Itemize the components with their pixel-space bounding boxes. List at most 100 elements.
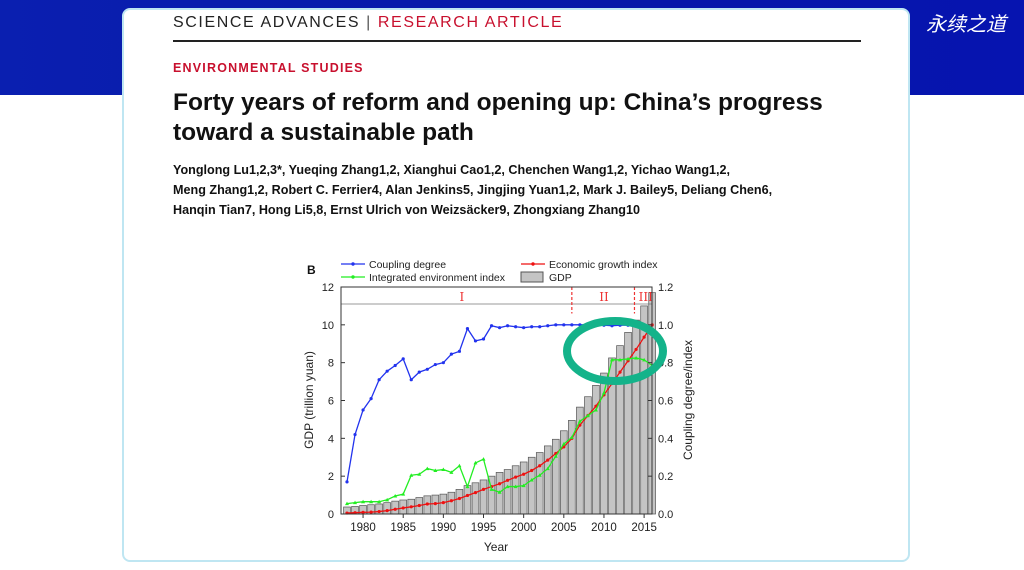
y-axis-title: GDP (trillion yuan) bbox=[302, 351, 316, 449]
data-point bbox=[425, 466, 430, 471]
data-point bbox=[353, 511, 357, 515]
data-point bbox=[345, 480, 349, 484]
gdp-bar bbox=[527, 456, 536, 515]
legend-label: Integrated environment index bbox=[369, 272, 506, 284]
data-point bbox=[377, 499, 382, 504]
data-point bbox=[554, 323, 558, 327]
paper-title: Forty years of reform and opening up: Ch… bbox=[173, 88, 873, 148]
y2-tick-label: 1.2 bbox=[658, 282, 673, 294]
data-point bbox=[369, 397, 373, 401]
data-point bbox=[481, 337, 486, 341]
data-point bbox=[377, 509, 381, 514]
data-point bbox=[441, 467, 446, 472]
data-point bbox=[642, 335, 646, 339]
data-point bbox=[514, 325, 518, 329]
y-tick-label: 10 bbox=[322, 320, 334, 332]
data-point bbox=[417, 370, 421, 374]
phase-label: I bbox=[459, 290, 464, 304]
data-point bbox=[481, 487, 486, 492]
journal-name: SCIENCE ADVANCES bbox=[173, 14, 361, 31]
data-point bbox=[393, 494, 398, 498]
data-point bbox=[361, 499, 366, 504]
legend-label: Economic growth index bbox=[549, 259, 658, 271]
data-point bbox=[569, 435, 574, 439]
journal-header: SCIENCE ADVANCES | RESEARCH ARTICLE bbox=[173, 14, 563, 32]
gdp-bar bbox=[455, 489, 464, 515]
author-list: Yonglong Lu1,2,3*, Yueqing Zhang1,2, Xia… bbox=[173, 160, 873, 220]
gdp-bar bbox=[519, 461, 528, 515]
data-point bbox=[618, 370, 622, 374]
data-point bbox=[538, 325, 542, 329]
data-point bbox=[409, 473, 414, 477]
data-point bbox=[369, 499, 374, 504]
legend-marker bbox=[351, 262, 355, 266]
data-point bbox=[457, 496, 462, 501]
y2-tick-label: 0.2 bbox=[658, 471, 673, 483]
data-point bbox=[521, 483, 526, 488]
data-point bbox=[473, 460, 478, 465]
gdp-bar bbox=[479, 479, 488, 515]
data-point bbox=[369, 510, 373, 514]
y-tick-label: 2 bbox=[328, 471, 334, 483]
data-point bbox=[385, 497, 390, 502]
legend-label: GDP bbox=[549, 272, 572, 284]
data-point bbox=[457, 463, 462, 468]
data-point bbox=[514, 475, 518, 479]
legend-marker bbox=[531, 262, 535, 266]
data-point bbox=[449, 499, 453, 503]
data-point bbox=[545, 466, 550, 471]
y-tick-label: 6 bbox=[328, 396, 334, 408]
gdp-bar bbox=[471, 482, 480, 515]
data-point bbox=[529, 477, 534, 482]
data-point bbox=[385, 369, 389, 373]
data-point bbox=[401, 506, 405, 510]
data-point bbox=[441, 361, 445, 365]
data-point bbox=[425, 367, 429, 371]
phase-label: III bbox=[639, 290, 653, 304]
data-point bbox=[626, 356, 631, 361]
data-point bbox=[522, 472, 526, 476]
gdp-bar bbox=[503, 469, 512, 515]
data-point bbox=[530, 325, 534, 329]
y2-tick-label: 0.6 bbox=[658, 396, 673, 408]
data-point bbox=[497, 490, 502, 494]
data-point bbox=[457, 349, 462, 353]
author-line: Meng Zhang1,2, Robert C. Ferrier4, Alan … bbox=[173, 183, 773, 197]
y2-tick-label: 0.4 bbox=[658, 433, 673, 445]
data-point bbox=[609, 357, 614, 362]
data-point bbox=[361, 408, 365, 412]
data-point bbox=[401, 357, 405, 361]
data-point bbox=[489, 324, 494, 328]
legend-swatch bbox=[520, 271, 544, 283]
panel-label: B bbox=[307, 263, 316, 277]
gdp-bar bbox=[447, 491, 456, 515]
x-axis-title: Year bbox=[484, 540, 508, 554]
data-point bbox=[497, 482, 502, 486]
data-point bbox=[473, 339, 478, 343]
gdp-bar bbox=[391, 500, 399, 515]
data-point bbox=[561, 442, 566, 446]
data-point bbox=[465, 327, 470, 331]
data-point bbox=[393, 363, 397, 368]
x-tick-label: 1980 bbox=[350, 522, 376, 534]
data-point bbox=[361, 510, 365, 514]
data-point bbox=[449, 470, 454, 474]
data-point bbox=[425, 502, 429, 506]
title-line: Forty years of reform and opening up: Ch… bbox=[173, 89, 823, 116]
data-point bbox=[345, 501, 349, 506]
legend-marker bbox=[351, 275, 355, 279]
gdp-bar bbox=[552, 438, 560, 515]
highlight-ellipse bbox=[563, 317, 667, 385]
data-point bbox=[642, 357, 647, 362]
data-point bbox=[489, 487, 494, 491]
section-label: ENVIRONMENTAL STUDIES bbox=[173, 61, 364, 75]
author-line: Hanqin Tian7, Hong Li5,8, Ernst Ulrich v… bbox=[173, 203, 640, 217]
y2-tick-label: 1.0 bbox=[658, 320, 673, 332]
data-point bbox=[401, 492, 406, 496]
x-tick-label: 1985 bbox=[390, 522, 416, 534]
logo: 永续之道 bbox=[926, 12, 1006, 36]
gdp-bar bbox=[543, 445, 552, 515]
data-point bbox=[433, 468, 438, 472]
data-point bbox=[634, 355, 639, 360]
